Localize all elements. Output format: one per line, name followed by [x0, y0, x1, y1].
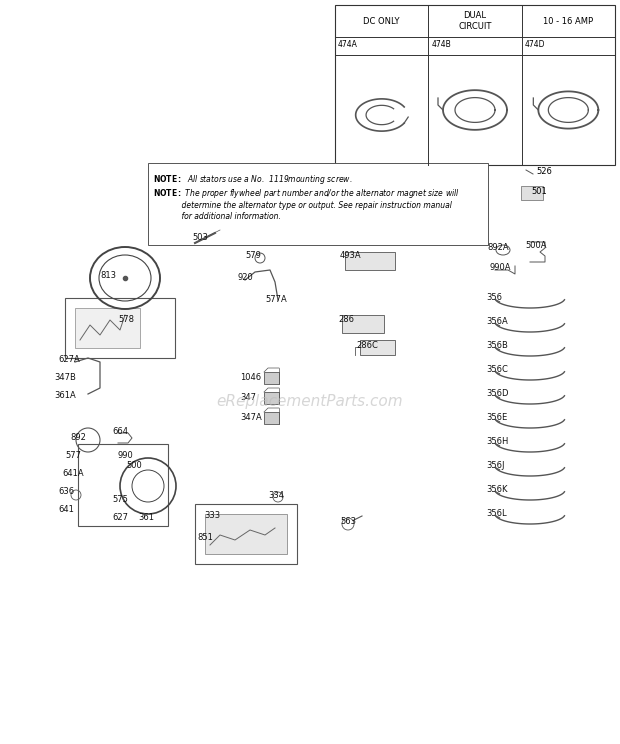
Text: 990A: 990A [490, 263, 511, 272]
Text: 892: 892 [70, 434, 86, 443]
Text: 474A: 474A [338, 40, 358, 49]
Text: 347B: 347B [54, 373, 76, 382]
Bar [75, 308, 140, 348]
Bar [264, 392, 279, 404]
Text: 627: 627 [112, 513, 128, 522]
Text: DC ONLY: DC ONLY [363, 16, 400, 25]
Bar [148, 163, 488, 245]
Bar [264, 412, 279, 424]
Text: 575: 575 [112, 496, 128, 504]
Text: 356E: 356E [486, 414, 507, 423]
Text: 356B: 356B [486, 341, 508, 350]
Bar [345, 252, 395, 270]
Text: eReplacementParts.com: eReplacementParts.com [216, 394, 404, 409]
Text: 474B: 474B [432, 40, 451, 49]
Text: 920: 920 [238, 274, 254, 283]
Text: 347A: 347A [240, 414, 262, 423]
Text: DUAL
CIRCUIT: DUAL CIRCUIT [458, 11, 492, 31]
Text: 286C: 286C [356, 341, 378, 350]
Text: 1046: 1046 [240, 373, 261, 382]
Text: 356L: 356L [486, 510, 507, 519]
Bar [360, 340, 395, 355]
Text: 813: 813 [100, 271, 116, 280]
Text: 493A: 493A [340, 251, 361, 260]
Text: 500: 500 [126, 461, 142, 470]
Text: 356C: 356C [486, 365, 508, 374]
Bar [521, 186, 543, 200]
Bar [264, 372, 279, 384]
Text: 356H: 356H [486, 437, 508, 446]
Text: 356D: 356D [486, 390, 508, 399]
Text: 356A: 356A [486, 318, 508, 327]
Bar [65, 298, 175, 358]
Text: 577: 577 [65, 452, 81, 461]
Text: 990: 990 [118, 451, 134, 460]
Text: 641: 641 [58, 505, 74, 515]
Text: 563: 563 [340, 518, 356, 527]
Text: 578: 578 [118, 315, 134, 324]
Text: 851: 851 [197, 533, 213, 542]
Text: 333: 333 [204, 512, 220, 521]
Text: 10 - 16 AMP: 10 - 16 AMP [543, 16, 593, 25]
Text: 474D: 474D [525, 40, 545, 49]
Text: 361A: 361A [54, 391, 76, 400]
Bar [342, 315, 384, 333]
Text: 356: 356 [486, 293, 502, 303]
Text: 356K: 356K [486, 486, 508, 495]
Text: 356J: 356J [486, 461, 505, 470]
Text: 526: 526 [536, 167, 552, 176]
Bar [205, 514, 287, 554]
Text: 503: 503 [192, 234, 208, 243]
Text: $\bf{NOTE:}$ The proper flywheel part number and/or the alternator magnet size w: $\bf{NOTE:}$ The proper flywheel part nu… [153, 187, 459, 221]
Bar [335, 5, 615, 165]
Text: 286: 286 [338, 315, 354, 324]
Text: $\bf{NOTE:}$  All stators use a No.  1119mounting screw.: $\bf{NOTE:}$ All stators use a No. 1119m… [153, 173, 353, 186]
Text: 664: 664 [112, 428, 128, 437]
Text: 501: 501 [531, 187, 547, 196]
Text: 361: 361 [138, 513, 154, 522]
Text: 641A: 641A [62, 469, 84, 478]
Text: 500A: 500A [525, 240, 546, 249]
Text: 334: 334 [268, 492, 284, 501]
Text: 892A: 892A [487, 243, 508, 252]
Text: 636: 636 [58, 487, 74, 496]
Text: 577A: 577A [265, 295, 286, 304]
Text: 627A: 627A [58, 356, 80, 365]
Bar [195, 504, 297, 564]
Text: 579: 579 [245, 251, 261, 260]
Bar [78, 444, 168, 526]
Text: 347: 347 [240, 394, 256, 403]
